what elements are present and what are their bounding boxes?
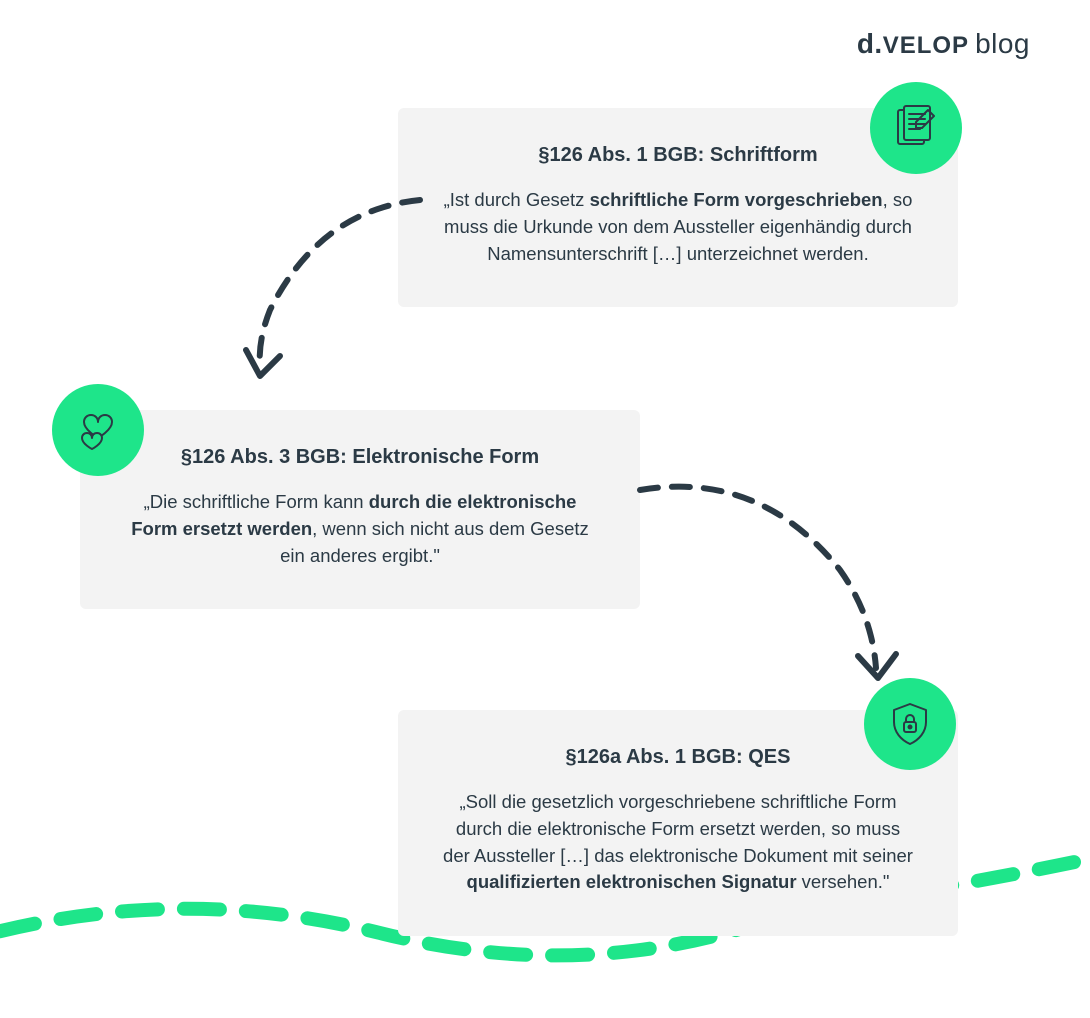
card-title: §126a Abs. 1 BGB: QES [442,746,914,769]
card-title: §126 Abs. 1 BGB: Schriftform [442,144,914,167]
document-icon [870,82,962,174]
card-body: „Die schriftliche Form kann durch die el… [124,489,596,569]
logo-suffix: blog [975,28,1030,59]
logo-prefix: d. [857,28,883,59]
card-title: §126 Abs. 3 BGB: Elektronische Form [124,446,596,469]
card-elektronische: §126 Abs. 3 BGB: Elektronische Form „Die… [80,410,640,609]
card-body: „Ist durch Gesetz schriftliche Form vorg… [442,187,914,267]
hearts-icon [52,384,144,476]
card-body: „Soll die gesetzlich vorgeschriebene sch… [442,789,914,896]
shield-lock-icon [864,678,956,770]
logo-name: veLop [883,32,969,59]
brand-logo: d.veLopblog [857,28,1030,60]
arrow-2 [620,460,920,720]
arrow-1 [210,180,450,400]
